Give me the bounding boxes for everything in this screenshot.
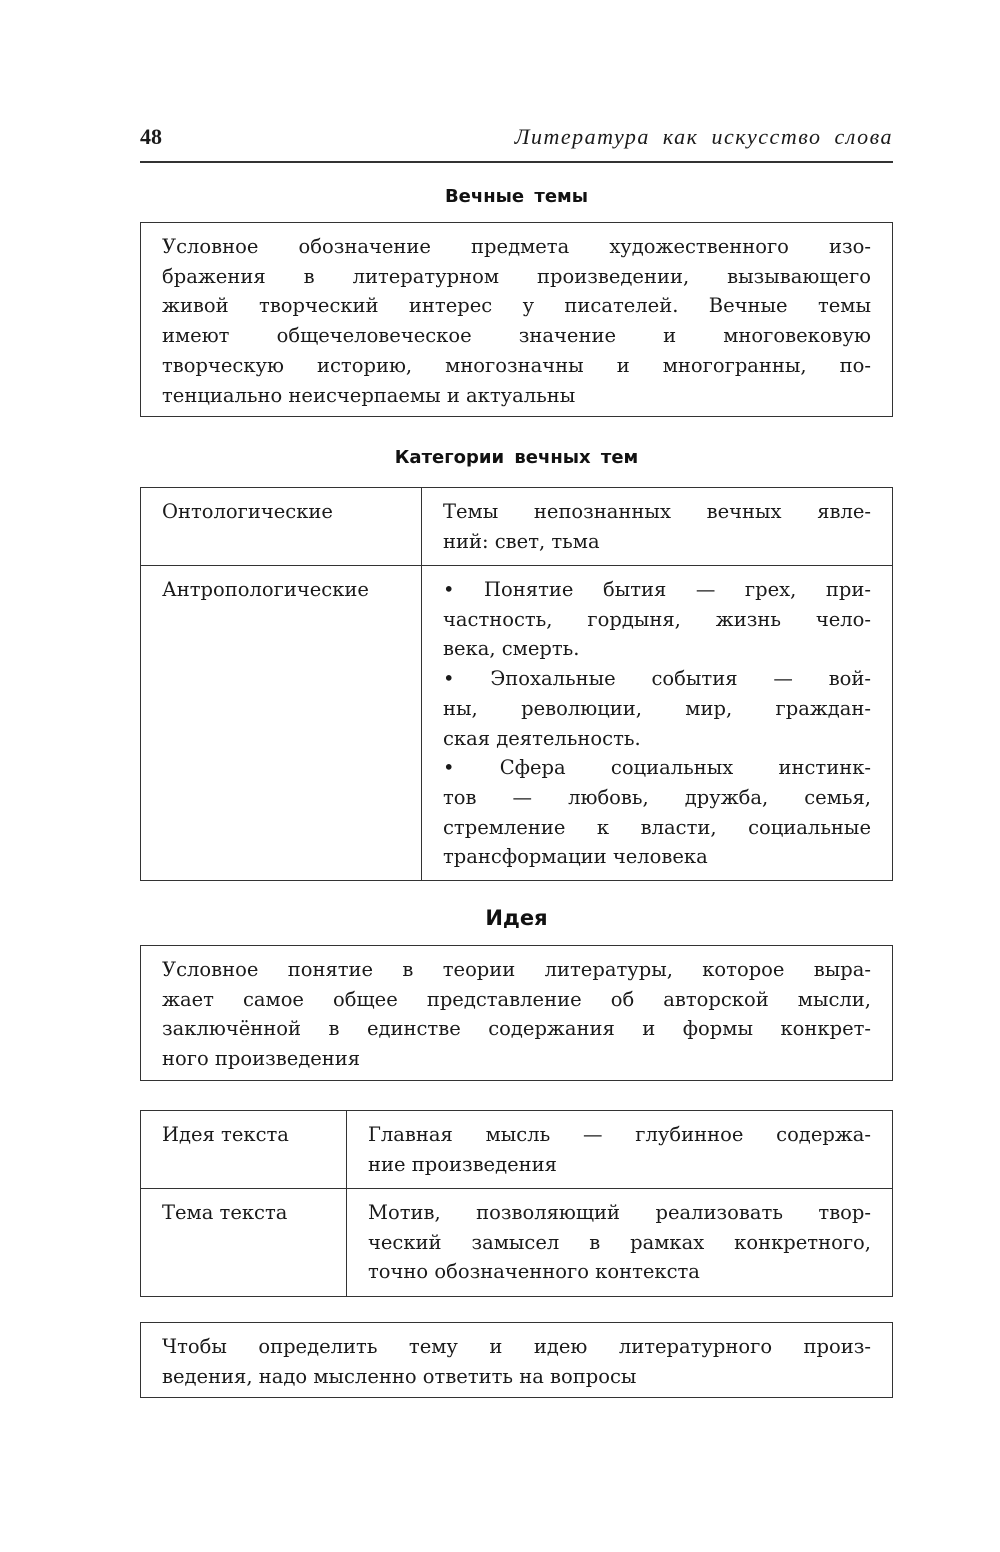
text-line: Главная мысль — глубинное содержа- (368, 1123, 871, 1146)
text-line: стремление к власти, социальные (443, 815, 871, 839)
text-line: • Эпохальные события — вой- (443, 667, 871, 691)
text-line: Условное обозначение предмета художестве… (162, 235, 871, 258)
text-line: • Понятие бытия — грех, при- (443, 578, 871, 601)
term-description: Мотив, позволяющий реализовать твор-ческ… (346, 1188, 893, 1297)
text-line: Мотив, позволяющий реализовать твор- (368, 1201, 871, 1224)
text-line: трансформации человека (443, 845, 708, 869)
text-line: частность, гордыня, жизнь чело- (443, 607, 871, 631)
text-line: живой творческий интерес у писателей. Ве… (162, 294, 871, 318)
table-row: Онтологические Темы непознанных вечных я… (140, 487, 893, 566)
section-heading-categories: Категории вечных тем (394, 447, 639, 468)
page-number: 48 (140, 124, 162, 149)
definition-box-idea: Условное понятие в теории литературы, ко… (140, 945, 893, 1081)
text-line: заключённой в единстве содержания и форм… (162, 1017, 871, 1041)
header-rule (140, 161, 893, 163)
text-line: Темы непознанных вечных явле- (443, 500, 871, 523)
text-line: точно обозначенного контекста (368, 1260, 700, 1284)
text-line: тенциально неисчерпаемы и актуальны (162, 383, 576, 407)
text-line: имеют общечеловеческое значение и многов… (162, 324, 871, 348)
category-description: • Понятие бытия — грех, при-частность, г… (421, 565, 893, 881)
idea-theme-table: Идея текста Главная мысль — глубинное со… (140, 1110, 893, 1297)
text-line: ведения, надо мысленно ответить на вопро… (162, 1364, 637, 1388)
table-row: Тема текста Мотив, позволяющий реализова… (140, 1188, 893, 1297)
table-row: Идея текста Главная мысль — глубинное со… (140, 1110, 893, 1189)
text-line: жает самое общее представление об авторс… (162, 987, 871, 1011)
text-line: Чтобы определить тему и идею литературно… (162, 1335, 871, 1358)
text-line: творческую историю, многозначны и многог… (162, 353, 871, 377)
category-term: Онтологические (162, 500, 333, 523)
section-heading-idea: Идея (485, 906, 548, 930)
category-description: Темы непознанных вечных явле-ний: свет, … (421, 487, 893, 566)
text-line: ного произведения (162, 1047, 361, 1071)
text-line: • Сфера социальных инстинк- (443, 756, 871, 780)
text-line: ние произведения (368, 1152, 557, 1176)
text-line: Условное понятие в теории литературы, ко… (162, 958, 871, 981)
text-line: бражения в литературном произведении, вы… (162, 264, 871, 288)
running-title: Литература как искусство слова (514, 124, 893, 149)
categories-table: Онтологические Темы непознанных вечных я… (140, 487, 893, 881)
term: Идея текста (162, 1123, 289, 1146)
text-line: века, смерть. (443, 637, 580, 661)
term: Тема текста (162, 1201, 288, 1224)
term-description: Главная мысль — глубинное содержа-ние пр… (346, 1110, 893, 1189)
category-term: Антропологические (162, 578, 369, 601)
note-box: Чтобы определить тему и идею литературно… (140, 1322, 893, 1398)
text-line: тов — любовь, дружба, семья, (443, 785, 871, 809)
text-line: ская деятельность. (443, 726, 641, 750)
section-heading-eternal-themes: Вечные темы (444, 186, 589, 207)
text-line: ческий замысел в рамках конкретного, (368, 1230, 871, 1254)
definition-box-eternal-themes: Условное обозначение предмета художестве… (140, 222, 893, 417)
text-line: ний: свет, тьма (443, 529, 600, 553)
text-line: ны, революции, мир, граждан- (443, 696, 871, 720)
table-row: Антропологические • Понятие бытия — грех… (140, 565, 893, 881)
